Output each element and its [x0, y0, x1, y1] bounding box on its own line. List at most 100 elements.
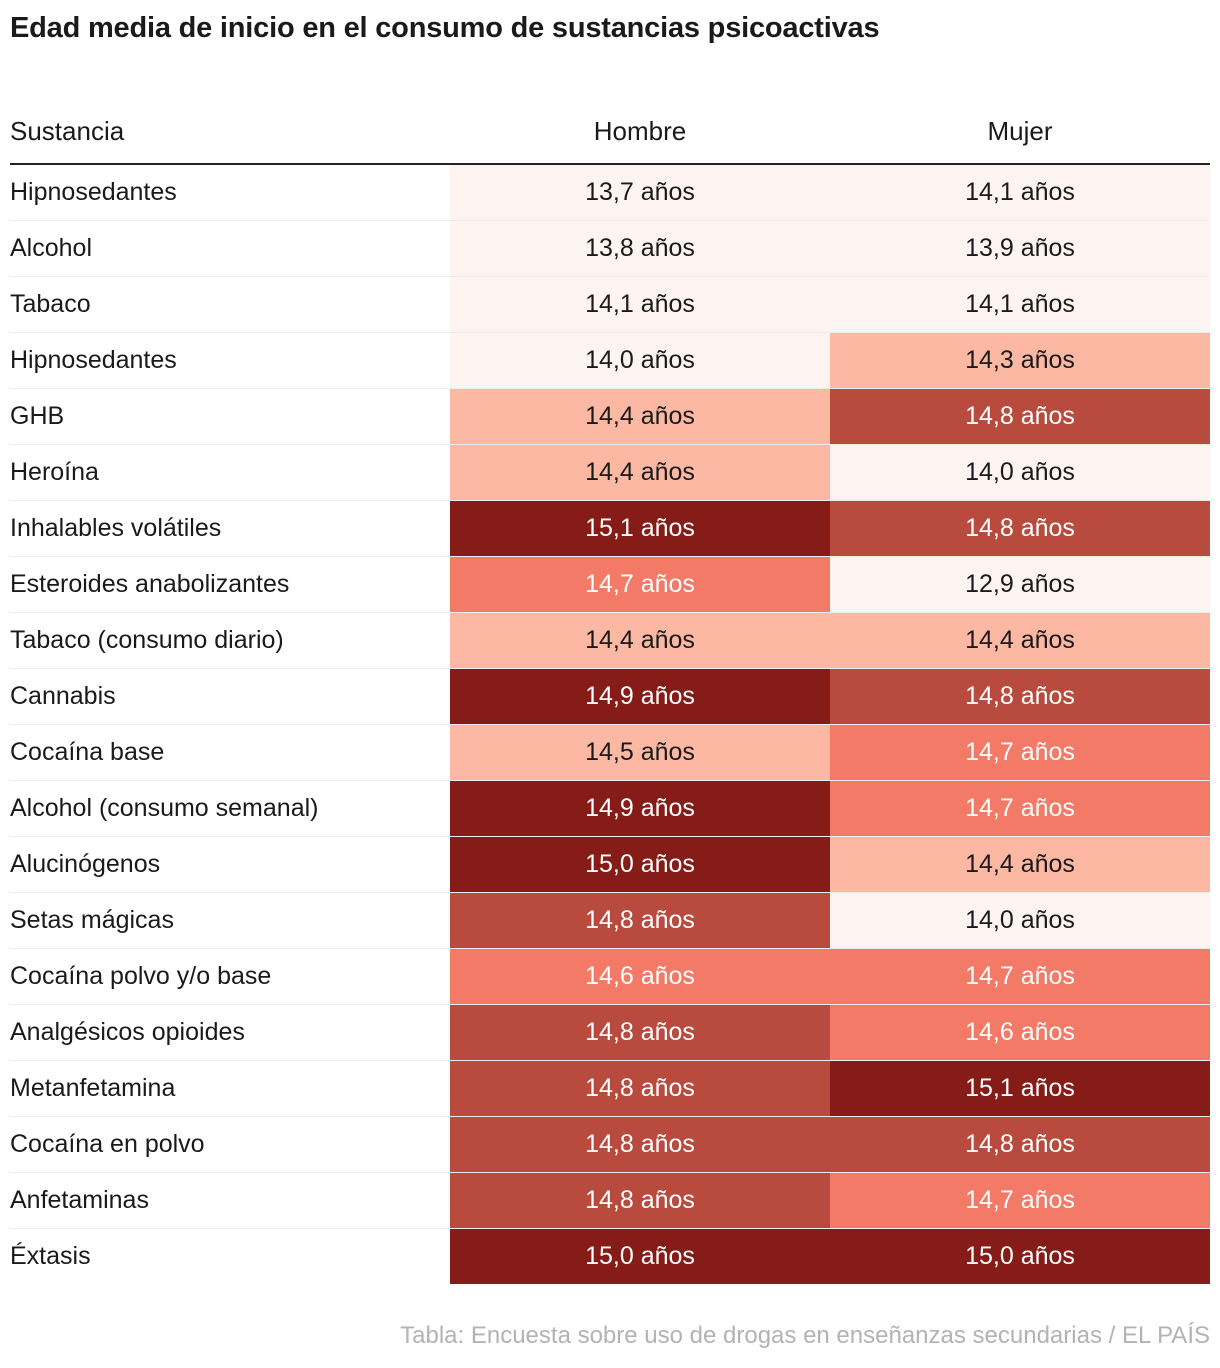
hombre-value-cell: 13,8 años: [450, 220, 830, 277]
mujer-value: 15,1: [965, 1074, 1014, 1102]
mujer-value-cell: 14,7 años: [830, 724, 1210, 781]
table-row: Analgésicos opioides 14,8 años 14,6 años: [10, 1004, 1210, 1061]
table-row: Metanfetamina 14,8 años 15,1 años: [10, 1060, 1210, 1117]
mujer-value: 14,8: [965, 1130, 1014, 1158]
hombre-value: 15,0: [585, 1242, 634, 1270]
substance-cell: Alcohol (consumo semanal): [10, 780, 450, 837]
substance-cell: Hipnosedantes: [10, 332, 450, 389]
unit-label: años: [633, 906, 695, 934]
substance-cell: Cannabis: [10, 668, 450, 725]
hombre-value: 14,7: [585, 570, 634, 598]
table-row: Tabaco 14,1 años 14,1 años: [10, 276, 1210, 333]
unit-label: años: [633, 1242, 695, 1270]
unit-label: años: [1013, 514, 1075, 542]
hombre-value: 14,4: [585, 626, 634, 654]
hombre-value-cell: 13,7 años: [450, 164, 830, 221]
substance-cell: GHB: [10, 388, 450, 445]
substance-cell: Tabaco: [10, 276, 450, 333]
hombre-value-cell: 14,9 años: [450, 668, 830, 725]
hombre-value-cell: 14,8 años: [450, 892, 830, 949]
table-row: Heroína 14,4 años 14,0 años: [10, 444, 1210, 501]
substance-cell: Alcohol: [10, 220, 450, 277]
hombre-value-cell: 14,9 años: [450, 780, 830, 837]
unit-label: años: [1013, 1074, 1075, 1102]
unit-label: años: [1013, 178, 1075, 206]
unit-label: años: [633, 346, 695, 374]
table-row: Esteroides anabolizantes 14,7 años 12,9 añ…: [10, 556, 1210, 613]
table-row: Tabaco (consumo diario) 14,4 años 14,4 año…: [10, 612, 1210, 669]
hombre-value: 14,9: [585, 682, 634, 710]
unit-label: años: [1013, 1186, 1075, 1214]
substance-cell: Hipnosedantes: [10, 164, 450, 221]
substance-cell: Éxtasis: [10, 1228, 450, 1284]
unit-label: años: [1013, 458, 1075, 486]
mujer-value-cell: 14,3 años: [830, 332, 1210, 389]
table-row: Cocaína base 14,5 años 14,7 años: [10, 724, 1210, 781]
mujer-value-cell: 15,1 años: [830, 1060, 1210, 1117]
table-row: Hipnosedantes 14,0 años 14,3 años: [10, 332, 1210, 389]
table-row: Alcohol 13,8 años 13,9 años: [10, 220, 1210, 277]
unit-label: años: [1013, 1130, 1075, 1158]
mujer-value: 14,8: [965, 402, 1014, 430]
mujer-value-cell: 15,0 años: [830, 1228, 1210, 1284]
table-row: Cocaína polvo y/o base 14,6 años 14,7 años: [10, 948, 1210, 1005]
unit-label: años: [633, 402, 695, 430]
mujer-value: 14,4: [965, 626, 1014, 654]
mujer-value: 14,6: [965, 1018, 1014, 1046]
mujer-value-cell: 14,1 años: [830, 164, 1210, 221]
mujer-value: 14,7: [965, 1186, 1014, 1214]
hombre-value: 14,8: [585, 906, 634, 934]
unit-label: años: [1013, 906, 1075, 934]
mujer-value: 14,7: [965, 738, 1014, 766]
hombre-value: 15,1: [585, 514, 634, 542]
mujer-value: 14,3: [965, 346, 1014, 374]
hombre-value: 14,6: [585, 962, 634, 990]
table-row: Cannabis 14,9 años 14,8 años: [10, 668, 1210, 725]
unit-label: años: [633, 570, 695, 598]
hombre-value-cell: 15,1 años: [450, 500, 830, 557]
unit-label: años: [1013, 626, 1075, 654]
hombre-value-cell: 14,8 años: [450, 1004, 830, 1061]
mujer-value-cell: 14,4 años: [830, 836, 1210, 893]
hombre-value-cell: 14,4 años: [450, 612, 830, 669]
unit-label: años: [633, 682, 695, 710]
table-row: GHB 14,4 años 14,8 años: [10, 388, 1210, 445]
unit-label: años: [1013, 682, 1075, 710]
mujer-value-cell: 14,8 años: [830, 388, 1210, 445]
mujer-value-cell: 14,4 años: [830, 612, 1210, 669]
unit-label: años: [633, 738, 695, 766]
hombre-value: 14,5: [585, 738, 634, 766]
hombre-value-cell: 14,8 años: [450, 1060, 830, 1117]
hombre-value-cell: 14,6 años: [450, 948, 830, 1005]
substance-cell: Anfetaminas: [10, 1172, 450, 1229]
heatmap-table: Sustancia Hombre Mujer Hipnosedantes 13,7…: [10, 100, 1210, 1284]
hombre-value: 14,4: [585, 458, 634, 486]
mujer-value: 14,7: [965, 962, 1014, 990]
unit-label: años: [1013, 962, 1075, 990]
unit-label: años: [1013, 738, 1075, 766]
unit-label: años: [1013, 290, 1075, 318]
substance-cell: Cocaína en polvo: [10, 1116, 450, 1173]
hombre-value-cell: 14,1 años: [450, 276, 830, 333]
unit-label: años: [1013, 346, 1075, 374]
hombre-value-cell: 14,5 años: [450, 724, 830, 781]
mujer-value: 13,9: [965, 234, 1014, 262]
chart-title: Edad media de inicio en el consumo de su…: [10, 12, 880, 44]
substance-cell: Cocaína polvo y/o base: [10, 948, 450, 1005]
table-row: Anfetaminas 14,8 años 14,7 años: [10, 1172, 1210, 1229]
unit-label: años: [1013, 794, 1075, 822]
substance-cell: Alucinógenos: [10, 836, 450, 893]
mujer-value: 14,4: [965, 850, 1014, 878]
mujer-value: 14,8: [965, 514, 1014, 542]
source-note: Tabla: Encuesta sobre uso de drogas en e…: [400, 1322, 1210, 1349]
unit-label: años: [633, 290, 695, 318]
mujer-value: 14,1: [965, 178, 1014, 206]
hombre-value: 14,8: [585, 1018, 634, 1046]
mujer-value: 14,8: [965, 682, 1014, 710]
mujer-value: 14,0: [965, 458, 1014, 486]
hombre-value-cell: 14,4 años: [450, 444, 830, 501]
substance-cell: Heroína: [10, 444, 450, 501]
substance-cell: Setas mágicas: [10, 892, 450, 949]
mujer-value-cell: 12,9 años: [830, 556, 1210, 613]
substance-cell: Cocaína base: [10, 724, 450, 781]
